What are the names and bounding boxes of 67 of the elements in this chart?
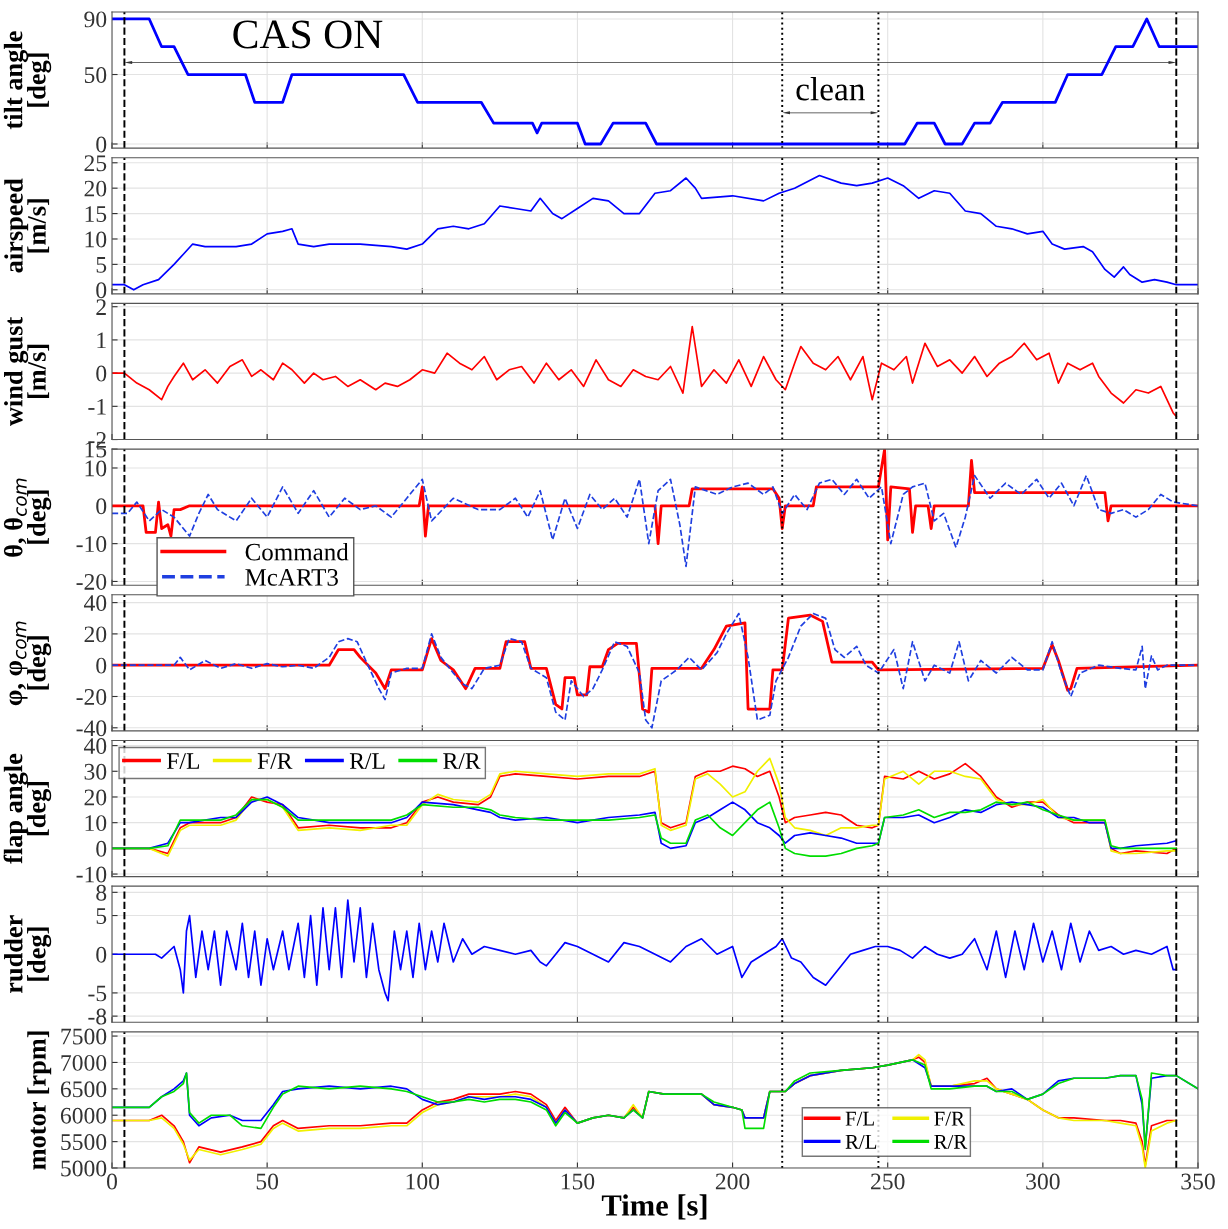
y-tick-label: 0	[96, 498, 107, 515]
x-tick-label: 150	[561, 1173, 595, 1190]
y-tick-label: 5500	[61, 1134, 107, 1151]
legend-label: R/R	[934, 1134, 968, 1149]
x-axis-title: Time [s]	[601, 1194, 707, 1220]
y-tick-label: 7000	[61, 1054, 107, 1071]
legend-label: F/R	[257, 753, 293, 770]
y-axis-title: rudder [deg]	[4, 915, 52, 994]
legend-label: R/L	[349, 753, 385, 770]
y-tick-label: 0	[96, 136, 107, 153]
y-tick-label: 25	[84, 155, 107, 172]
y-axis-title: flap angle [deg]	[3, 753, 52, 864]
y-tick-label: 0	[96, 282, 107, 299]
y-tick-label: -20	[76, 573, 107, 590]
y-tick-label: 10	[85, 231, 107, 248]
y-axis-title: airspeed [m/s]	[4, 178, 50, 273]
y-tick-label: 40	[83, 738, 107, 755]
y-tick-label: 0	[96, 946, 107, 963]
y-tick-label: 6000	[60, 1107, 107, 1124]
y-axis-title: φ, φ$_{com}$ [deg]	[9, 621, 52, 706]
legend-label: F/L	[845, 1111, 874, 1126]
y-tick-label: 0	[96, 657, 107, 674]
x-tick-label: 200	[715, 1173, 750, 1190]
y-axis-title: θ, θ$_{com}$ [deg]	[3, 478, 52, 557]
annotation: clean	[796, 77, 865, 101]
y-tick-label: 20	[84, 626, 107, 643]
y-tick-label: -10	[76, 536, 107, 553]
y-tick-label: 90	[84, 11, 107, 28]
y-tick-label: -40	[76, 720, 107, 737]
y-tick-label: 10	[85, 460, 107, 477]
legend-label: R/L	[845, 1134, 877, 1149]
y-tick-label: 0	[96, 840, 107, 857]
y-tick-label: 5	[96, 908, 107, 924]
x-tick-label: 50	[256, 1173, 279, 1190]
x-tick-label: 350	[1181, 1173, 1215, 1190]
y-tick-label: 2	[96, 299, 106, 315]
y-tick-label: 5000	[61, 1160, 107, 1177]
y-tick-label: 30	[84, 763, 107, 780]
y-tick-label: 0	[96, 365, 107, 382]
y-tick-label: 7500	[61, 1028, 107, 1045]
y-tick-label: 40	[83, 595, 107, 612]
y-axis-title: tilt angle [deg]	[3, 31, 52, 130]
legend-label: Command	[245, 542, 349, 561]
y-tick-label: -20	[76, 688, 107, 705]
y-tick-label: -8	[88, 1008, 107, 1025]
x-tick-label: 300	[1026, 1173, 1060, 1190]
y-tick-label: 8	[96, 884, 107, 901]
y-tick-label: 20	[84, 180, 107, 197]
x-tick-label: 100	[406, 1173, 440, 1190]
y-tick-label: 10	[85, 815, 107, 832]
y-tick-label: 15	[85, 206, 107, 222]
legend-label: McART3	[245, 569, 338, 586]
y-tick-label: 5	[96, 257, 107, 273]
annotation: CAS ON	[233, 20, 383, 49]
y-tick-label: 1	[97, 332, 106, 349]
y-tick-label: -10	[76, 866, 107, 883]
y-tick-label: -5	[88, 985, 107, 1002]
y-tick-label: -1	[88, 398, 106, 415]
y-tick-label: 20	[84, 789, 107, 806]
y-axis-title: motor [rpm]	[27, 1031, 52, 1170]
legend-label: F/R	[934, 1111, 965, 1126]
y-tick-label: 6500	[60, 1081, 107, 1098]
legend-label: F/L	[166, 753, 199, 770]
legend-label: R/R	[443, 753, 481, 770]
y-axis-title: wind gust [m/s]	[4, 316, 50, 427]
x-tick-label: 250	[871, 1173, 905, 1190]
y-tick-label: 50	[84, 67, 107, 83]
